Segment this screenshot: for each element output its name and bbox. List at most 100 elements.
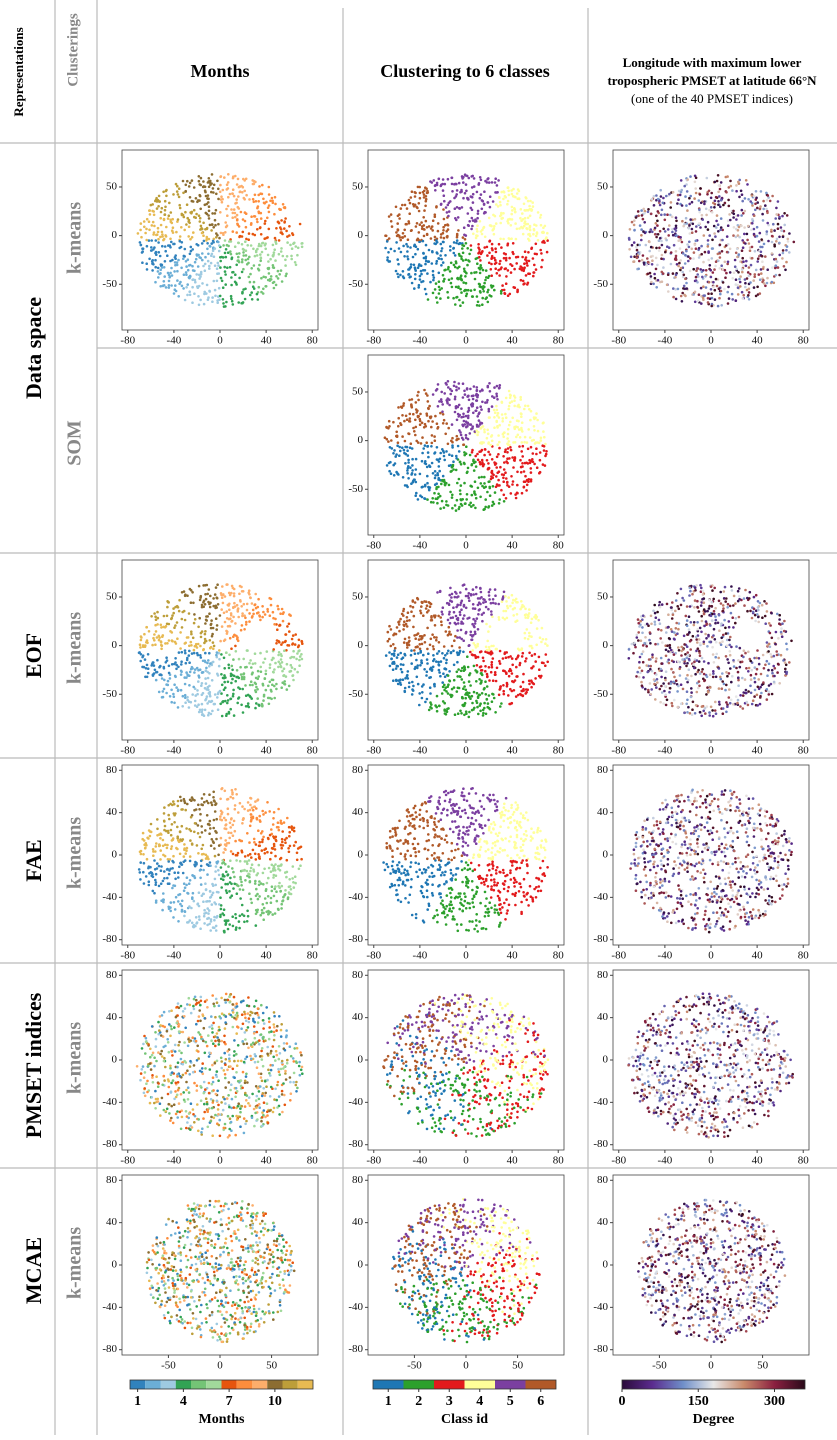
scatter-dot (442, 229, 445, 232)
scatter-dot (654, 227, 657, 230)
scatter-dot (447, 215, 450, 218)
scatter-dot (241, 612, 244, 615)
scatter-dot (530, 686, 533, 689)
y-tick-label: 50 (597, 181, 609, 193)
scatter-dot (443, 451, 446, 454)
scatter-dot (259, 666, 262, 669)
scatter-dot (472, 588, 475, 591)
scatter-dot (501, 217, 504, 220)
scatter-dot (481, 485, 484, 488)
scatter-dot (491, 476, 494, 479)
scatter-dot (184, 683, 187, 686)
scatter-dot (175, 183, 178, 186)
scatter-dot (721, 239, 724, 242)
scatter-dot (502, 212, 505, 215)
scatter-dot (176, 637, 179, 640)
scatter-dot (510, 271, 513, 274)
scatter-dot (500, 292, 503, 295)
scatter-dot (426, 604, 429, 607)
scatter-dot (504, 413, 507, 416)
scatter-dot (453, 664, 456, 667)
scatter-dot (692, 223, 695, 226)
scatter-dot (695, 192, 698, 195)
scatter-dot (515, 238, 518, 241)
scatter-dot (480, 427, 483, 430)
scatter-dot (188, 700, 191, 703)
column-title: Longitude with maximum lower (623, 55, 802, 70)
scatter-dot (203, 600, 206, 603)
scatter-dot (407, 459, 410, 462)
scatter-dot (493, 289, 496, 292)
scatter-dot (677, 194, 680, 197)
scatter-dot (420, 605, 423, 608)
scatter-dot (165, 195, 168, 198)
scatter-dot (419, 192, 422, 195)
scatter-dot (410, 662, 413, 665)
scatter-dot (485, 276, 488, 279)
scatter-dot (414, 601, 417, 604)
scatter-dot (237, 609, 240, 612)
scatter-dot (180, 246, 183, 249)
scatter-dot (412, 413, 415, 416)
scatter-dot (405, 243, 408, 246)
scatter-dot (482, 287, 485, 290)
scatter-dot (198, 617, 201, 620)
scatter-dot (400, 658, 403, 661)
scatter-dot (454, 504, 457, 507)
scatter-dot (440, 184, 443, 187)
scatter-dot (773, 229, 776, 232)
scatter-dot (760, 238, 763, 241)
scatter-dot (747, 670, 750, 673)
scatter-dot (440, 391, 443, 394)
scatter-dot (413, 264, 416, 267)
scatter-dot (180, 670, 183, 673)
scatter-dot (407, 273, 410, 276)
scatter-dot (432, 501, 435, 504)
scatter-dot (527, 405, 530, 408)
scatter-dot (283, 683, 286, 686)
scatter-dot (443, 645, 446, 648)
scatter-dot (404, 687, 407, 690)
scatter-dot (464, 238, 467, 241)
scatter-dot (197, 680, 200, 683)
scatter-dot (206, 584, 209, 587)
scatter-dot (466, 472, 469, 475)
scatter-dot (439, 507, 442, 510)
scatter-dot (454, 254, 457, 257)
column-title: Months (190, 61, 249, 81)
header-clusterings: Clusterings (65, 13, 81, 87)
scatter-dot (277, 666, 280, 669)
scatter-dot (401, 406, 404, 409)
scatter-dot (161, 266, 164, 269)
scatter-panel (384, 380, 548, 512)
scatter-dot (395, 206, 398, 209)
scatter-dot (707, 297, 710, 300)
scatter-dot (775, 274, 778, 277)
scatter-dot (696, 691, 699, 694)
scatter-dot (402, 275, 405, 278)
scatter-dot (388, 651, 391, 654)
scatter-dot (282, 675, 285, 678)
scatter-dot (211, 212, 214, 215)
x-tick-label: -40 (413, 540, 428, 552)
scatter-dot (220, 198, 223, 201)
scatter-dot (434, 439, 437, 442)
scatter-dot (417, 399, 420, 402)
scatter-dot (434, 184, 437, 187)
scatter-dot (174, 254, 177, 257)
scatter-dot (429, 281, 432, 284)
scatter-dot (486, 685, 489, 688)
scatter-dot (740, 214, 743, 217)
scatter-dot (258, 245, 261, 248)
scatter-dot (484, 486, 487, 489)
scatter-dot (174, 284, 177, 287)
scatter-dot (533, 463, 536, 466)
scatter-dot (436, 251, 439, 254)
scatter-dot (426, 648, 429, 651)
scatter-dot (529, 436, 532, 439)
scatter-dot (260, 291, 263, 294)
scatter-dot (420, 612, 423, 615)
scatter-dot (285, 275, 288, 278)
scatter-dot (220, 692, 223, 695)
scatter-dot (466, 425, 469, 428)
